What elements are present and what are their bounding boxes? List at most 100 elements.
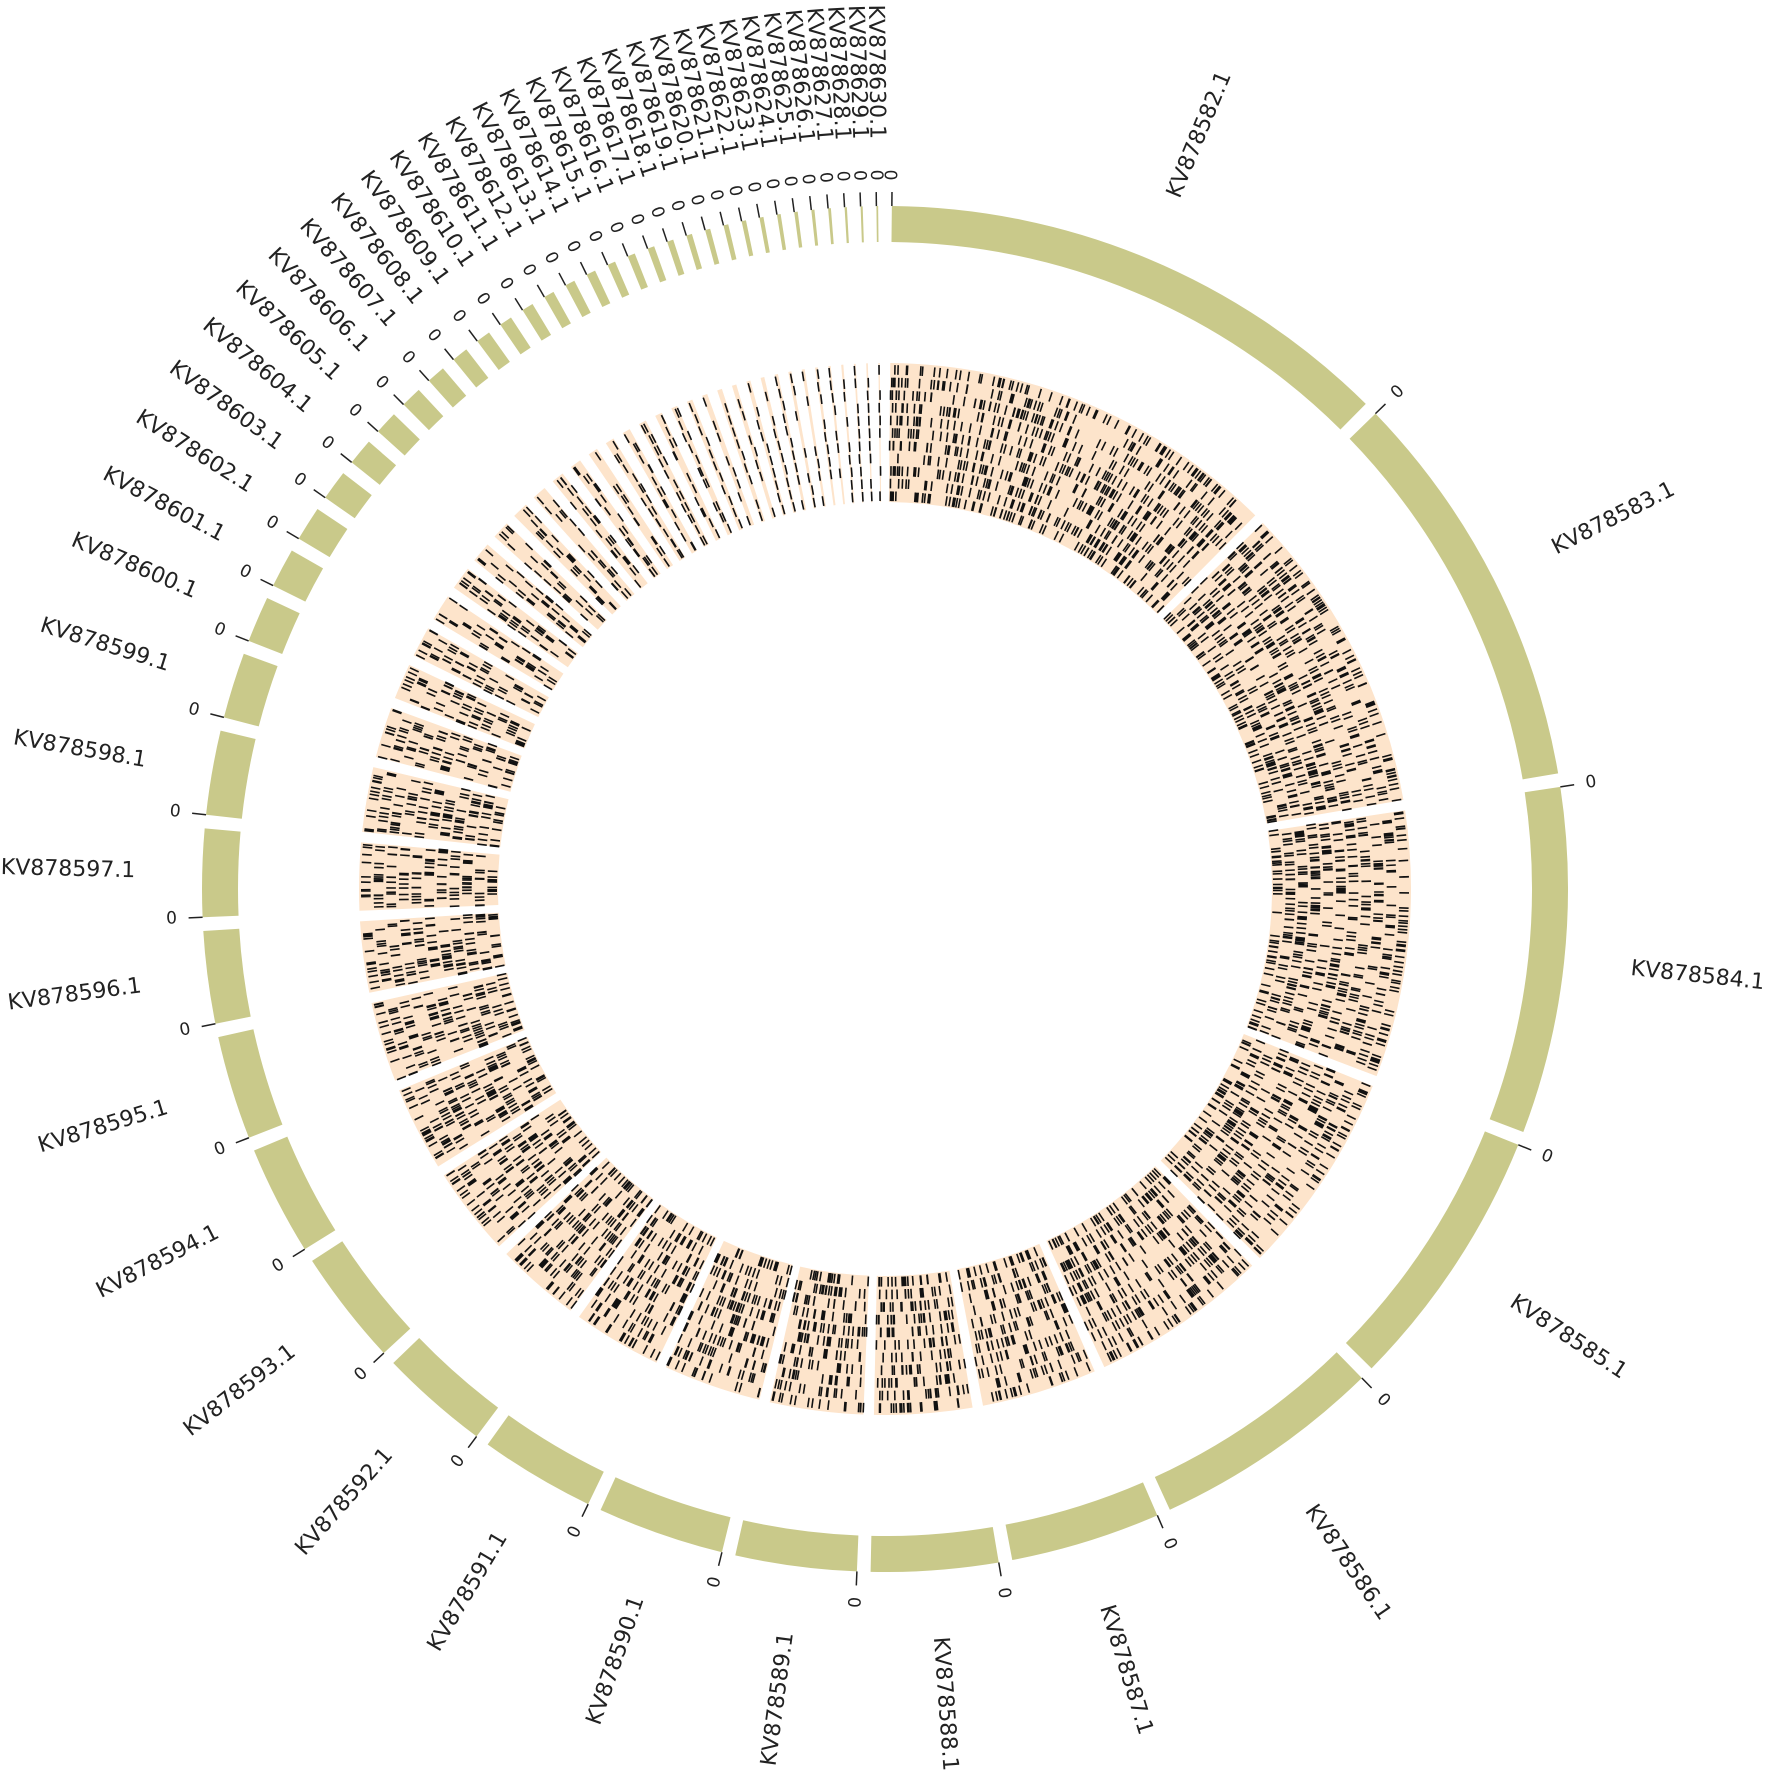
scaffold-label: KV878586.1 bbox=[1300, 1500, 1397, 1625]
start-tick bbox=[468, 1436, 476, 1447]
start-tick bbox=[445, 349, 454, 360]
start-tick bbox=[792, 198, 794, 212]
start-tick-label: 0 bbox=[350, 1363, 372, 1385]
scaffold-arc bbox=[523, 304, 552, 341]
scaffold-arc bbox=[206, 731, 256, 819]
scaffold-label: KV878587.1 bbox=[1094, 1602, 1157, 1738]
start-tick-label: 0 bbox=[845, 1597, 865, 1609]
start-tick-label: 0 bbox=[704, 1575, 726, 1590]
scaffold-arc bbox=[393, 1338, 498, 1436]
start-tick-label: 0 bbox=[397, 347, 419, 368]
scaffold-label: KV878588.1 bbox=[928, 1636, 963, 1772]
start-tick bbox=[663, 228, 667, 241]
scaffold-arc bbox=[325, 473, 372, 518]
scaffold-arc bbox=[876, 206, 878, 242]
scaffold-arc bbox=[794, 212, 802, 248]
start-tick bbox=[1518, 1145, 1531, 1150]
scaffold-label: KV878589.1 bbox=[756, 1631, 798, 1768]
start-tick-label: 0 bbox=[236, 560, 255, 583]
scaffold-arc bbox=[273, 550, 323, 601]
start-tick bbox=[719, 1552, 722, 1566]
scaffold-arc bbox=[203, 929, 250, 1024]
start-tick bbox=[236, 636, 249, 641]
start-tick bbox=[739, 208, 742, 222]
track-background bbox=[589, 449, 673, 569]
start-tick-label: 0 bbox=[1158, 1535, 1181, 1553]
start-tick bbox=[827, 194, 828, 208]
start-tick-label: 0 bbox=[666, 198, 688, 214]
start-tick bbox=[189, 917, 203, 918]
start-tick bbox=[643, 235, 648, 248]
start-tick bbox=[1375, 404, 1385, 414]
scaffold-arc bbox=[759, 217, 769, 253]
start-tick-label: 0 bbox=[866, 170, 886, 181]
scaffold-label: KV878596.1 bbox=[6, 973, 143, 1015]
start-tick bbox=[602, 252, 608, 265]
scaffold-arc bbox=[608, 262, 630, 298]
start-tick-label: 0 bbox=[447, 1451, 470, 1472]
track-background bbox=[889, 363, 1255, 614]
start-tick bbox=[1157, 1515, 1163, 1528]
scaffold-arc bbox=[299, 509, 348, 557]
start-tick bbox=[860, 192, 861, 206]
start-tick bbox=[622, 243, 627, 256]
scaffold-label: KV878600.1 bbox=[68, 528, 201, 604]
scaffold-arc bbox=[601, 1477, 731, 1552]
start-tick bbox=[210, 714, 224, 718]
scaffold-label: KV878630.1 bbox=[863, 4, 890, 139]
scaffold-arc bbox=[249, 598, 300, 654]
scaffold-label: KV878595.1 bbox=[35, 1095, 171, 1158]
start-tick bbox=[582, 1504, 588, 1517]
scaffold-arc bbox=[404, 390, 444, 430]
scaffold-arc bbox=[1006, 1482, 1158, 1560]
start-tick-label: 0 bbox=[1538, 1145, 1556, 1168]
scaffold-arc bbox=[811, 210, 818, 246]
scaffold-arc bbox=[378, 414, 420, 455]
start-tick bbox=[236, 1138, 249, 1143]
track-background bbox=[802, 369, 826, 507]
scaffold-label: KV878599.1 bbox=[37, 613, 173, 677]
scaffold-label: KV878584.1 bbox=[1629, 956, 1765, 995]
scaffold-arc bbox=[488, 1415, 604, 1504]
scaffold-arc bbox=[352, 442, 396, 485]
scaffold-arc bbox=[453, 349, 488, 387]
start-tick-label: 0 bbox=[1584, 772, 1598, 793]
start-tick-label: 0 bbox=[779, 175, 800, 188]
scaffold-arc bbox=[224, 654, 278, 727]
scaffold-arc bbox=[861, 206, 864, 242]
start-tick-label: 0 bbox=[584, 228, 607, 246]
start-tick-label: 0 bbox=[317, 432, 338, 454]
start-tick-label: 0 bbox=[686, 192, 708, 208]
start-tick-label: 0 bbox=[423, 325, 445, 346]
feature-ticks bbox=[854, 366, 863, 502]
start-tick bbox=[810, 196, 812, 210]
scaffold-arc bbox=[1346, 1131, 1518, 1368]
scaffold-arc bbox=[429, 368, 466, 407]
start-tick bbox=[202, 1024, 216, 1027]
start-tick bbox=[999, 1562, 1001, 1576]
scaffold-label: KV878593.1 bbox=[179, 1339, 300, 1441]
start-tick-label: 0 bbox=[562, 238, 585, 256]
start-tick bbox=[394, 395, 404, 405]
scaffold-arc bbox=[628, 254, 648, 290]
scaffold-arc bbox=[648, 246, 667, 282]
start-tick bbox=[757, 204, 760, 218]
scaffold-arc bbox=[667, 240, 684, 276]
start-tick-label: 0 bbox=[290, 469, 310, 492]
scaffold-arc bbox=[845, 207, 849, 243]
start-tick bbox=[419, 370, 428, 380]
scaffold-arc bbox=[735, 1520, 858, 1571]
scaffold-arc bbox=[1155, 1352, 1362, 1510]
start-tick bbox=[701, 217, 705, 231]
scaffold-label: KV878592.1 bbox=[290, 1443, 398, 1560]
start-tick-label: 0 bbox=[626, 211, 649, 228]
start-tick-label: 0 bbox=[761, 177, 782, 191]
scaffold-arc bbox=[723, 224, 736, 260]
start-tick-label: 0 bbox=[471, 289, 494, 309]
start-tick bbox=[515, 298, 522, 310]
scaffold-arc bbox=[742, 220, 754, 256]
start-tick-label: 0 bbox=[186, 699, 202, 721]
start-tick-label: 0 bbox=[344, 400, 365, 422]
start-tick-label: 0 bbox=[1373, 1389, 1395, 1411]
